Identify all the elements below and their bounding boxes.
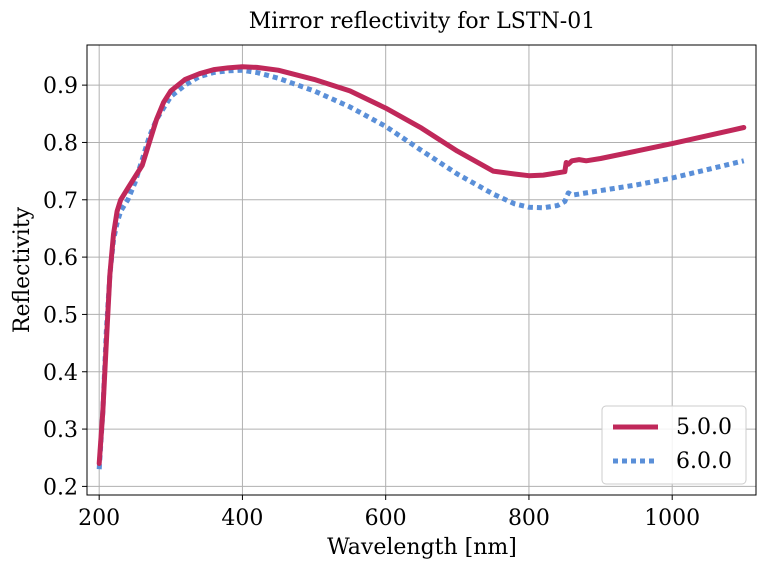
y-tick-label-0.9: 0.9 [43, 74, 78, 99]
x-tick-label-800: 800 [508, 506, 550, 531]
series-layer [96, 64, 747, 470]
legend: 5.0.0 6.0.0 [601, 405, 747, 485]
y-tick-label-0.8: 0.8 [43, 131, 78, 156]
x-tick-label-1000: 1000 [644, 506, 700, 531]
legend-label-6-0-0: 6.0.0 [676, 449, 732, 474]
legend-label-5-0-0: 5.0.0 [676, 415, 732, 440]
y-tick-label-0.4: 0.4 [43, 361, 78, 386]
y-tick-label-0.5: 0.5 [43, 303, 78, 328]
y-axis-label: Reflectivity [10, 206, 35, 333]
plot-area-frame [86, 44, 757, 496]
y-axis: 0.2 0.3 0.4 0.5 0.6 0.7 0.8 0.9 [43, 74, 87, 500]
x-tick-label-400: 400 [221, 506, 263, 531]
grid-lines [87, 45, 756, 495]
x-tick-label-600: 600 [365, 506, 407, 531]
x-tick-label-200: 200 [78, 506, 120, 531]
chart-title: Mirror reflectivity for LSTN-01 [249, 9, 595, 34]
series-line-6-0-0 [96, 67, 745, 470]
x-axis-label: Wavelength [nm] [327, 535, 517, 560]
series-line-5-0-0 [96, 64, 747, 466]
y-tick-label-0.7: 0.7 [43, 189, 78, 214]
y-tick-label-0.3: 0.3 [43, 418, 78, 443]
y-tick-label-0.2: 0.2 [43, 475, 78, 500]
x-axis: 200 400 600 800 1000 [78, 495, 700, 531]
y-tick-label-0.6: 0.6 [43, 246, 78, 271]
